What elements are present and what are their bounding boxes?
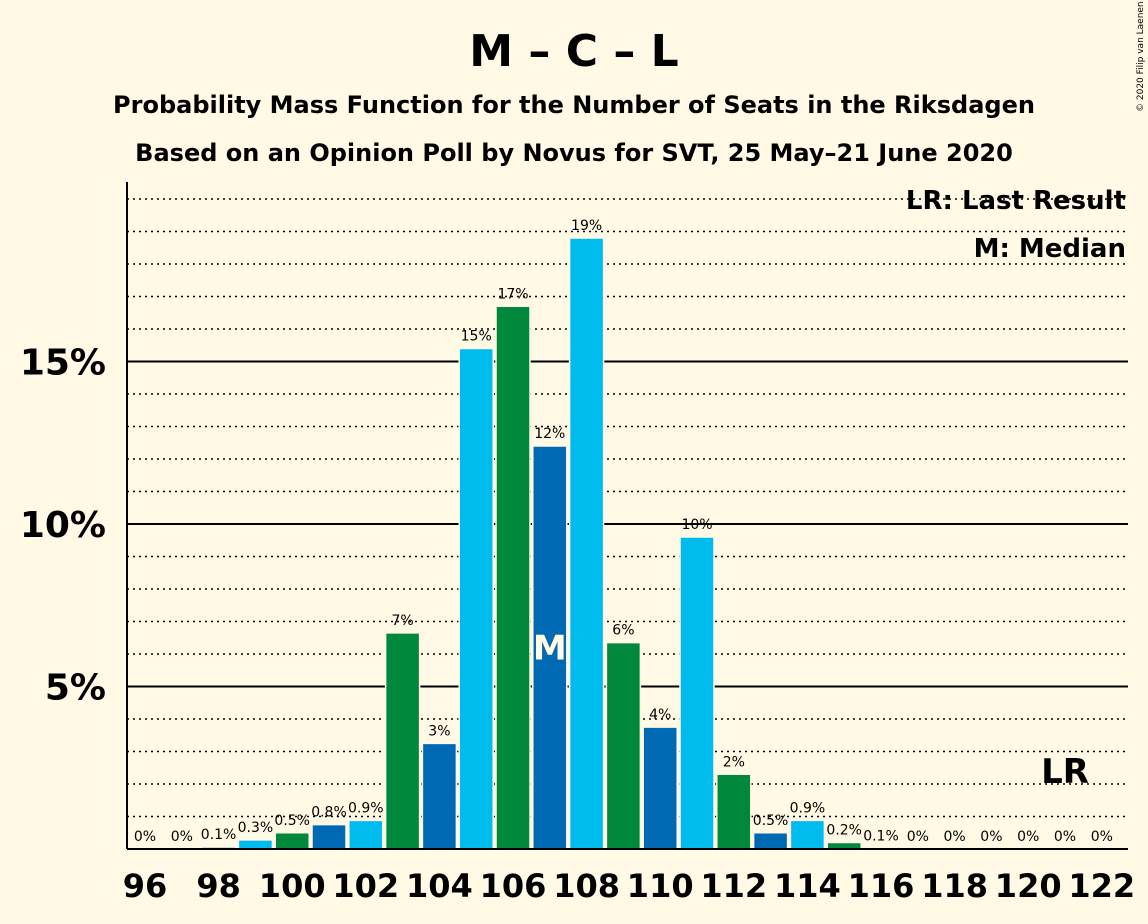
x-tick-label: 118 (921, 867, 988, 905)
data-labels-group: 0% 0% 0.1% 0.3% 0.5%0.8% 0.9%7%3%15%17%12%19%… (134, 218, 1113, 845)
y-tick-label: 5% (45, 668, 106, 709)
data-label-seat-120: 0% (1017, 829, 1039, 845)
x-tick-label: 112 (700, 867, 767, 905)
bar-seat-100 (274, 832, 310, 850)
bar-seat-101 (311, 823, 347, 850)
data-label-seat-122: 0% (1091, 829, 1113, 845)
data-label-seat-97: 0% (171, 829, 193, 845)
data-label-seat-103: 7% (391, 613, 413, 629)
x-tick-label: 104 (406, 867, 473, 905)
legend-last-result: LR: Last Result (906, 186, 1126, 216)
data-label-seat-107: 12% (534, 426, 565, 442)
data-label-seat-116: 0.1% (863, 828, 899, 844)
bar-seat-111 (679, 536, 715, 850)
copyright-notice: © 2020 Filip van Laenen (1136, 1, 1146, 112)
bar-seat-113 (752, 832, 789, 850)
data-label-seat-112: 2% (723, 754, 745, 770)
last-result-marker: LR (1041, 752, 1089, 792)
grid-lines (127, 198, 1128, 818)
bar-seat-99 (237, 839, 274, 850)
x-tick-label: 120 (995, 867, 1062, 905)
bar-seat-109 (605, 641, 642, 850)
x-tick-labels-group: 96 98 100 102 104 106 108 110 112 114 116 118 120 122 (123, 867, 1135, 905)
x-tick-label: 122 (1068, 867, 1135, 905)
data-label-seat-102: 0.9% (348, 800, 384, 816)
data-label-seat-115: 0.2% (826, 823, 862, 839)
data-label-seat-96: 0% (134, 829, 156, 845)
bar-seat-106 (495, 305, 531, 850)
data-label-seat-121: 0% (1054, 829, 1076, 845)
y-tick-label: 15% (20, 343, 106, 384)
bar-seat-110 (642, 726, 678, 850)
data-label-seat-118: 0% (943, 829, 965, 845)
data-label-seat-101: 0.8% (311, 805, 347, 821)
data-label-seat-117: 0% (907, 829, 929, 845)
data-label-seat-105: 15% (461, 329, 492, 345)
bar-seat-102 (348, 819, 384, 850)
y-tick-label: 10% (20, 505, 106, 546)
x-tick-label: 98 (196, 867, 241, 905)
x-tick-label: 96 (123, 867, 168, 905)
x-tick-label: 108 (553, 867, 620, 905)
median-marker: M (533, 629, 567, 669)
x-tick-label: 110 (627, 867, 694, 905)
data-label-seat-109: 6% (612, 623, 634, 639)
data-label-seat-100: 0.5% (274, 813, 310, 829)
legend-median: M: Median (974, 234, 1126, 264)
x-tick-label: 106 (480, 867, 547, 905)
chart-subtitle-2: Based on an Opinion Poll by Novus for SV… (135, 139, 1013, 167)
bar-seat-103 (384, 632, 421, 850)
bar-seat-112 (716, 773, 752, 850)
data-label-seat-113: 0.5% (753, 813, 789, 829)
bar-seat-108 (568, 237, 605, 850)
chart-subtitle-1: Probability Mass Function for the Number… (113, 91, 1035, 119)
x-tick-label: 100 (259, 867, 326, 905)
bar-seat-105 (458, 347, 494, 850)
data-label-seat-114: 0.9% (790, 800, 826, 816)
data-label-seat-98: 0.1% (201, 827, 237, 843)
x-tick-label: 102 (332, 867, 399, 905)
data-label-seat-110: 4% (649, 707, 671, 723)
data-label-seat-99: 0.3% (238, 820, 274, 836)
bar-seat-114 (789, 819, 826, 850)
bar-seat-104 (421, 742, 458, 850)
data-label-seat-119: 0% (980, 829, 1002, 845)
bars-group (200, 237, 899, 850)
chart-title: M – C – L (469, 26, 678, 77)
data-label-seat-108: 19% (571, 218, 602, 234)
x-tick-label: 116 (848, 867, 915, 905)
data-label-seat-111: 10% (681, 517, 712, 533)
data-label-seat-104: 3% (428, 723, 450, 739)
data-label-seat-106: 17% (497, 286, 528, 302)
x-tick-label: 114 (774, 867, 841, 905)
y-tick-labels-group: 5% 10% 15% (20, 343, 106, 709)
